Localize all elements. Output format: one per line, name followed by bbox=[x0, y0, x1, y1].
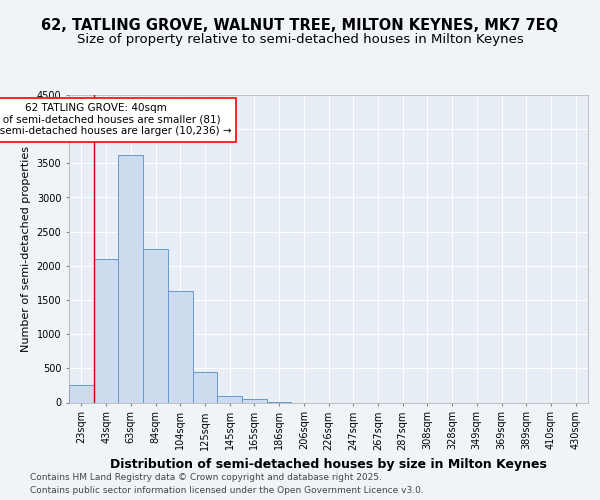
Text: 62 TATLING GROVE: 40sqm
← 1% of semi-detached houses are smaller (81)
99% of sem: 62 TATLING GROVE: 40sqm ← 1% of semi-det… bbox=[0, 103, 231, 136]
Text: Size of property relative to semi-detached houses in Milton Keynes: Size of property relative to semi-detach… bbox=[77, 32, 523, 46]
Bar bbox=[168, 291, 193, 403]
Y-axis label: Number of semi-detached properties: Number of semi-detached properties bbox=[21, 146, 31, 352]
Text: Contains public sector information licensed under the Open Government Licence v3: Contains public sector information licen… bbox=[30, 486, 424, 495]
X-axis label: Distribution of semi-detached houses by size in Milton Keynes: Distribution of semi-detached houses by … bbox=[110, 458, 547, 471]
Bar bbox=[143, 248, 168, 402]
Bar bbox=[242, 398, 267, 402]
Bar bbox=[94, 259, 118, 402]
Text: Contains HM Land Registry data © Crown copyright and database right 2025.: Contains HM Land Registry data © Crown c… bbox=[30, 472, 382, 482]
Bar bbox=[69, 386, 94, 402]
Text: 62, TATLING GROVE, WALNUT TREE, MILTON KEYNES, MK7 7EQ: 62, TATLING GROVE, WALNUT TREE, MILTON K… bbox=[41, 18, 559, 32]
Bar bbox=[118, 155, 143, 402]
Bar bbox=[193, 372, 217, 402]
Bar bbox=[217, 396, 242, 402]
